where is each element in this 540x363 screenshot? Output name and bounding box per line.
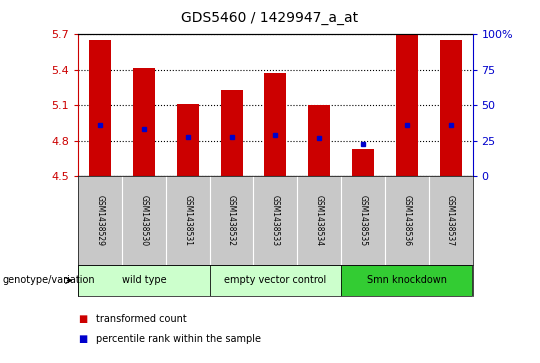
- Bar: [265, 73, 286, 176]
- Bar: [78, 265, 210, 296]
- Text: GSM1438533: GSM1438533: [271, 195, 280, 246]
- Bar: [210, 265, 341, 296]
- Text: wild type: wild type: [122, 276, 166, 285]
- Text: ■: ■: [78, 314, 87, 324]
- Text: transformed count: transformed count: [96, 314, 186, 324]
- Text: empty vector control: empty vector control: [224, 276, 327, 285]
- Text: Smn knockdown: Smn knockdown: [367, 276, 447, 285]
- Bar: [341, 265, 472, 296]
- Bar: [221, 90, 242, 176]
- Text: GSM1438531: GSM1438531: [183, 195, 192, 246]
- Text: GSM1438537: GSM1438537: [446, 195, 455, 246]
- Text: genotype/variation: genotype/variation: [3, 276, 96, 285]
- Text: GSM1438535: GSM1438535: [359, 195, 368, 246]
- Bar: [440, 40, 462, 176]
- Bar: [352, 149, 374, 176]
- Text: GSM1438530: GSM1438530: [139, 195, 148, 246]
- Bar: [89, 40, 111, 176]
- Bar: [396, 34, 418, 176]
- Bar: [133, 68, 155, 176]
- Text: ■: ■: [78, 334, 87, 344]
- Text: percentile rank within the sample: percentile rank within the sample: [96, 334, 261, 344]
- Text: GSM1438534: GSM1438534: [315, 195, 323, 246]
- Text: GSM1438532: GSM1438532: [227, 195, 236, 246]
- Text: GSM1438536: GSM1438536: [402, 195, 411, 246]
- Bar: [177, 104, 199, 176]
- Text: GSM1438529: GSM1438529: [96, 195, 105, 246]
- Text: GDS5460 / 1429947_a_at: GDS5460 / 1429947_a_at: [181, 11, 359, 25]
- Bar: [308, 105, 330, 176]
